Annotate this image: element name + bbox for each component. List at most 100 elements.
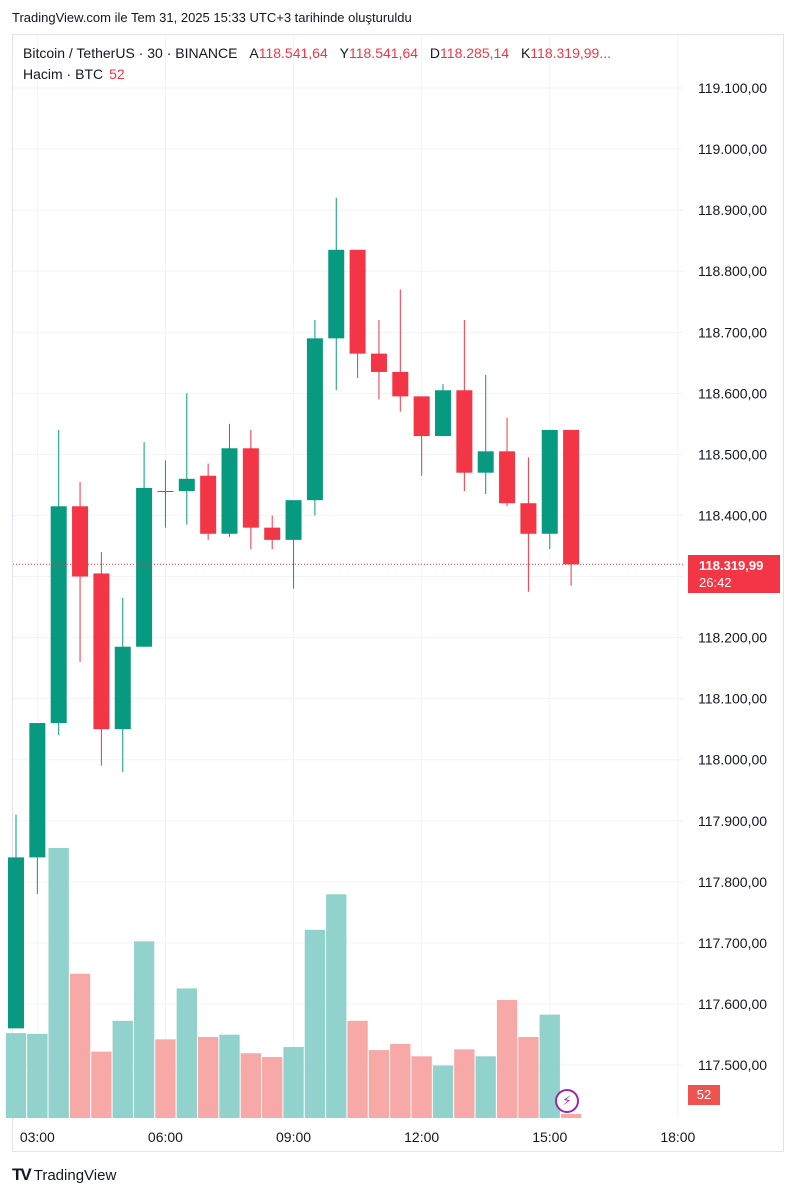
high-label: Y [339,45,349,61]
candle-body [93,573,110,730]
candle [93,552,110,766]
price-tick-label: 119.000,00 [698,141,767,157]
brand-name: TradingView [33,1166,117,1184]
candle-body [178,478,195,492]
candle [306,320,323,516]
time-tick-label: 12:00 [404,1129,439,1145]
volume-bar [48,848,69,1118]
candle [157,460,174,528]
volume-bar [475,1056,496,1118]
price-axis: 119.100,00 119.000,00 118.900,00 118.800,00… [698,80,767,1073]
candles [8,197,580,1029]
volume-bar [283,1047,304,1118]
price-tick-label: 117.800,00 [698,874,767,890]
volume-bar [112,1020,133,1118]
low-label: D [429,45,441,61]
price-tick-label: 118.400,00 [698,507,767,523]
candle [477,374,494,495]
candle [541,429,558,550]
volume-bar [91,1051,112,1118]
volume-bar [69,973,91,1118]
price-tick-label: 117.700,00 [698,935,767,951]
candle-body [477,451,494,473]
candle-body [541,429,558,534]
candle-body [328,249,345,339]
price-tick-label: 118.000,00 [698,752,767,768]
volume-bar [560,1113,582,1118]
volume-bar [304,929,326,1118]
time-tick-label: 09:00 [276,1129,311,1145]
candle [456,320,473,492]
volume-legend[interactable]: Hacim · BTC 52 [23,66,125,82]
candle [349,249,366,379]
volume-value: 52 [109,66,125,82]
price-tick-label: 118.800,00 [698,263,767,279]
open-value: 118.541,64 [258,45,328,61]
candle [413,396,430,476]
volume-bar [133,941,155,1118]
volume-bar [262,1057,283,1118]
volume-bar [390,1043,411,1118]
candle-body [306,338,323,501]
price-tick-label: 118.700,00 [698,324,767,340]
candle [8,814,24,1029]
open-label: A [249,45,259,61]
candle [221,423,238,537]
candle [435,384,451,437]
candle-body [264,527,281,540]
candle-body [114,646,131,730]
symbol-legend[interactable]: Bitcoin / TetherUS · 30 · BINANCE A118.5… [23,45,611,61]
low-value: 118.285,14 [440,45,510,61]
candle-body [563,429,580,565]
high-value: 118.541,64 [348,45,419,61]
tradingview-logo-icon: TV [12,1165,32,1184]
candle-body [157,491,174,493]
candle-body [499,451,516,504]
candle [499,417,516,507]
tradingview-brand[interactable]: TV TradingView [12,1165,116,1185]
candle-body [392,371,409,397]
candle [178,393,195,525]
volume-tag: 52 [688,1085,720,1105]
candle-body [370,353,387,372]
volume-bar [240,1053,262,1118]
lightning-bolt-icon[interactable]: ⚡ [555,1089,579,1113]
candle-body [8,857,24,1029]
candle-body [435,390,451,437]
current-price-value: 118.319,99 [699,558,764,573]
candle-body [285,500,302,540]
price-tick-label: 118.200,00 [698,630,767,646]
volume-bar [326,894,347,1118]
price-tick-label: 117.900,00 [698,813,767,829]
volume-bars [5,848,582,1118]
volume-label: Hacim · BTC [23,66,104,82]
current-price-tag: 118.319,99 26:42 [688,555,780,593]
volume-bar [5,1033,27,1118]
candle [72,481,89,662]
candle-body [29,723,46,858]
candle-body [136,487,153,647]
candle-body [349,249,366,354]
volume-bar [518,1037,539,1118]
volume-bar [219,1034,240,1118]
volume-bar [176,988,197,1118]
candle [114,597,131,772]
close-label: K [520,45,531,61]
time-tick-label: 15:00 [532,1129,567,1145]
bar-countdown: 26:42 [699,575,732,590]
time-tick-label: 18:00 [660,1129,695,1145]
candle [200,463,217,540]
candle-body [520,503,537,534]
chart-frame [12,34,784,1152]
price-tick-label: 117.500,00 [698,1057,767,1073]
price-tick-label: 118.600,00 [698,385,767,401]
price-tick-label: 119.100,00 [698,80,767,96]
candle [50,429,67,736]
volume-bar [27,1033,48,1118]
candle [370,320,387,400]
candle-body [200,475,217,534]
grid-lines [13,35,683,1118]
time-axis: 03:00 06:00 09:00 12:00 15:00 18:00 [20,1129,696,1145]
candle [520,457,537,592]
